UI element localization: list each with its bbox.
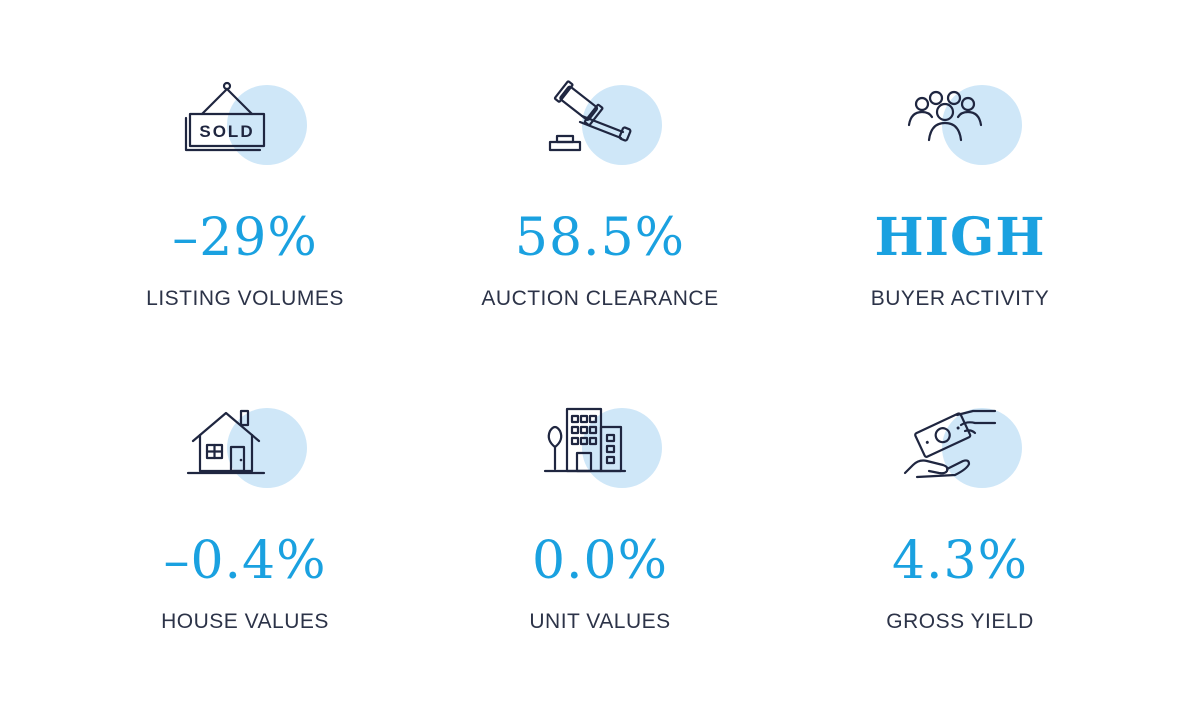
- stat-value: –0.4%: [163, 531, 327, 591]
- auction-gavel-icon: [535, 80, 665, 200]
- stat-label: HOUSE VALUES: [161, 610, 329, 633]
- apartment-building-icon: [535, 403, 665, 523]
- stat-value: 58.5%: [514, 208, 686, 268]
- stat-label: AUCTION CLEARANCE: [481, 287, 719, 310]
- stat-value: 4.3%: [891, 531, 1029, 591]
- stat-auction-clearance: 58.5% AUCTION CLEARANCE: [440, 80, 760, 380]
- stat-value: –29%: [172, 208, 318, 268]
- house-icon: [180, 403, 310, 523]
- cash-in-hand-icon: [895, 403, 1025, 523]
- stat-label: GROSS YIELD: [886, 610, 1034, 633]
- stat-label: UNIT VALUES: [529, 610, 671, 633]
- stat-unit-values: 0.0% UNIT VALUES: [440, 403, 760, 703]
- stat-label: LISTING VOLUMES: [146, 287, 344, 310]
- stat-buyer-activity: HIGH BUYER ACTIVITY: [800, 80, 1120, 380]
- stat-gross-yield: 4.3% GROSS YIELD: [800, 403, 1120, 703]
- stat-listing-volumes: SOLD –29% LISTING VOLUMES: [85, 80, 405, 380]
- sold-sign-text: SOLD: [199, 122, 254, 141]
- stat-value: 0.0%: [531, 531, 669, 591]
- icon-background-circle: [582, 85, 662, 165]
- stat-house-values: –0.4% HOUSE VALUES: [85, 403, 405, 703]
- buyers-group-icon: [895, 80, 1025, 200]
- stat-label: BUYER ACTIVITY: [870, 287, 1050, 310]
- stat-value: HIGH: [874, 207, 1046, 268]
- icon-background-circle: [227, 85, 307, 165]
- sold-sign-icon: SOLD: [180, 80, 310, 200]
